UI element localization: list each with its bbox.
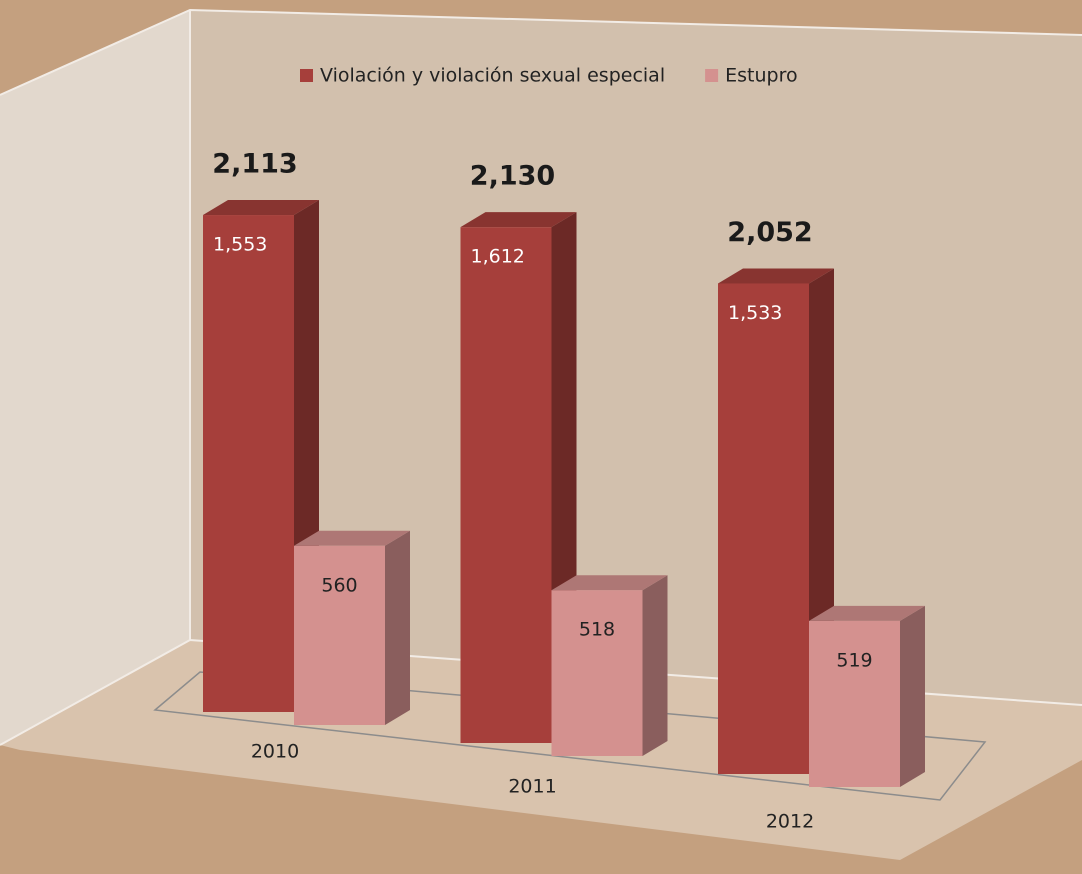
bar: [551, 575, 668, 756]
legend-label: Estupro: [725, 65, 797, 87]
bar-side: [385, 530, 410, 725]
bar-front: [460, 227, 552, 743]
legend-swatch: [300, 69, 313, 82]
bar-top: [460, 212, 577, 228]
bar-top: [718, 268, 834, 284]
bar-side: [900, 605, 925, 787]
value-label: 1,612: [471, 246, 525, 268]
bars: 2010 1,553 560 2,113 2011 1,612 518 2,130 2012 1,…: [203, 149, 925, 833]
legend: Violación y violación sexual especial Est…: [300, 65, 798, 87]
x-tick-label: 2010: [251, 741, 299, 763]
bar-front: [718, 283, 809, 774]
bar-front: [294, 545, 385, 725]
x-tick-label: 2012: [766, 811, 814, 833]
back-wall: [190, 10, 1082, 705]
bar-top: [203, 200, 319, 216]
bar-top: [551, 575, 668, 591]
bar: [809, 605, 925, 787]
x-tick-label: 2011: [508, 776, 556, 798]
bar: [294, 530, 410, 725]
value-label: 560: [321, 574, 357, 596]
legend-label: Violación y violación sexual especial: [320, 65, 665, 87]
total-label: 2,113: [212, 149, 297, 180]
legend-swatch: [705, 69, 719, 82]
bar-front: [809, 620, 900, 787]
total-label: 2,130: [470, 161, 555, 192]
bar-front: [551, 590, 643, 756]
left-wall: [0, 10, 190, 745]
value-label: 1,533: [728, 302, 782, 324]
bar: [460, 212, 577, 743]
bar-top: [294, 530, 410, 546]
bar-top: [809, 605, 925, 621]
value-label: 1,553: [213, 234, 267, 256]
value-label: 519: [836, 649, 872, 671]
total-label: 2,052: [727, 217, 812, 248]
bar-side: [642, 575, 668, 756]
value-label: 518: [579, 619, 615, 641]
floor-outline: [153, 671, 987, 801]
bar-front: [203, 215, 294, 713]
